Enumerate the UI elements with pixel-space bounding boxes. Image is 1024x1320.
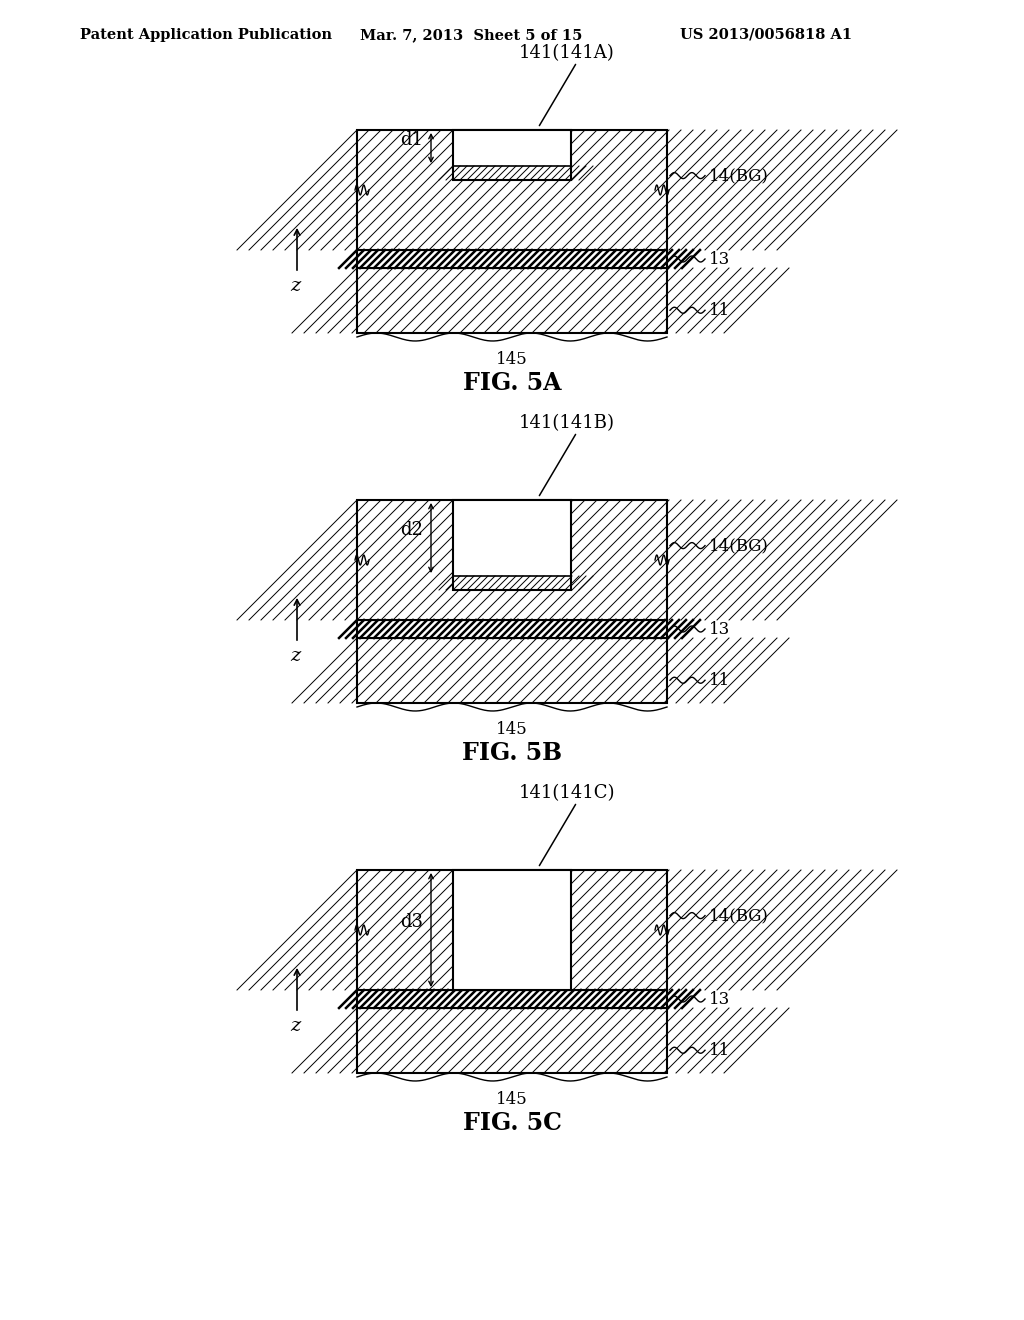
Text: FIG. 5C: FIG. 5C <box>463 1111 561 1135</box>
Text: 145: 145 <box>496 351 528 368</box>
Text: FIG. 5A: FIG. 5A <box>463 371 561 395</box>
Text: 13: 13 <box>709 251 730 268</box>
Text: 14(BG): 14(BG) <box>709 907 769 924</box>
Text: 145: 145 <box>496 1092 528 1107</box>
Text: z: z <box>290 647 300 665</box>
Text: US 2013/0056818 A1: US 2013/0056818 A1 <box>680 28 852 42</box>
Text: d1: d1 <box>400 131 423 149</box>
Bar <box>357 1008 667 1073</box>
Bar <box>453 129 571 180</box>
Text: Mar. 7, 2013  Sheet 5 of 15: Mar. 7, 2013 Sheet 5 of 15 <box>360 28 583 42</box>
Text: 11: 11 <box>709 672 730 689</box>
Text: FIG. 5B: FIG. 5B <box>462 741 562 766</box>
Bar <box>357 129 667 249</box>
Bar <box>453 576 571 590</box>
Text: 141(141A): 141(141A) <box>519 44 614 62</box>
Text: d2: d2 <box>400 521 423 539</box>
Text: 11: 11 <box>709 1041 730 1059</box>
Bar <box>357 268 667 333</box>
Text: z: z <box>290 1016 300 1035</box>
Bar <box>357 870 667 990</box>
Bar <box>453 166 571 180</box>
Bar <box>357 990 667 1008</box>
Bar <box>453 500 571 590</box>
Bar <box>453 129 571 180</box>
Bar <box>453 500 571 590</box>
Bar <box>357 249 667 268</box>
Bar <box>453 576 571 590</box>
Bar <box>357 500 667 620</box>
Text: 13: 13 <box>709 620 730 638</box>
Text: 14(BG): 14(BG) <box>709 537 769 554</box>
Bar <box>453 166 571 180</box>
Bar <box>453 870 571 990</box>
Bar <box>357 620 667 638</box>
Text: 141(141B): 141(141B) <box>519 414 615 432</box>
Text: 14(BG): 14(BG) <box>709 168 769 183</box>
Text: 13: 13 <box>709 990 730 1007</box>
Text: Patent Application Publication: Patent Application Publication <box>80 28 332 42</box>
Text: 141(141C): 141(141C) <box>519 784 615 803</box>
Text: z: z <box>290 277 300 294</box>
Text: d3: d3 <box>400 913 423 931</box>
Bar <box>453 870 571 990</box>
Text: 145: 145 <box>496 721 528 738</box>
Bar <box>357 638 667 704</box>
Text: 11: 11 <box>709 302 730 318</box>
